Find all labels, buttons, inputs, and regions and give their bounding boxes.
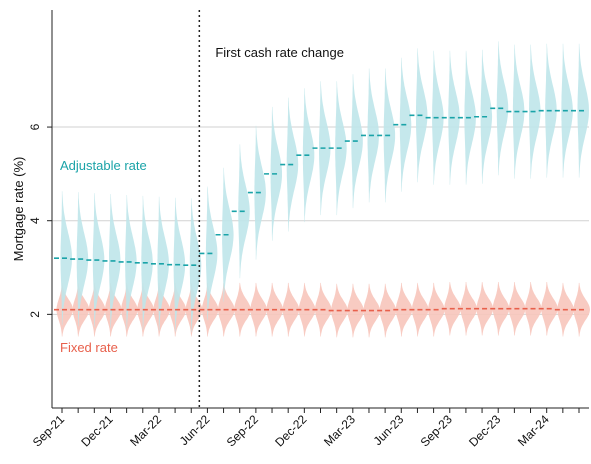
x-tick-label-Mar-22: Mar-22: [127, 412, 164, 449]
x-tick-label-Sep-23: Sep-23: [418, 412, 455, 449]
x-tick-label-Jun-23: Jun-23: [371, 412, 407, 448]
x-tick-label-Dec-23: Dec-23: [466, 412, 503, 449]
y-tick-label-2: 2: [28, 311, 42, 318]
x-tick-label-Dec-21: Dec-21: [78, 412, 115, 449]
x-tick-label-Sep-21: Sep-21: [30, 412, 67, 449]
annotation-first-cash-rate-change: First cash rate change: [215, 45, 344, 60]
x-tick-label-Mar-24: Mar-24: [515, 412, 552, 449]
x-tick-label-Mar-23: Mar-23: [321, 412, 358, 449]
x-tick-label-Jun-22: Jun-22: [177, 412, 213, 448]
y-tick-label-4: 4: [28, 217, 42, 224]
x-tick-label-Sep-22: Sep-22: [224, 412, 261, 449]
x-tick-label-Dec-22: Dec-22: [272, 412, 309, 449]
label-fixed-rate: Fixed rate: [60, 340, 118, 355]
y-axis-label: Mortgage rate (%): [11, 157, 26, 262]
label-adjustable-rate: Adjustable rate: [60, 158, 147, 173]
y-tick-label-6: 6: [28, 123, 42, 130]
